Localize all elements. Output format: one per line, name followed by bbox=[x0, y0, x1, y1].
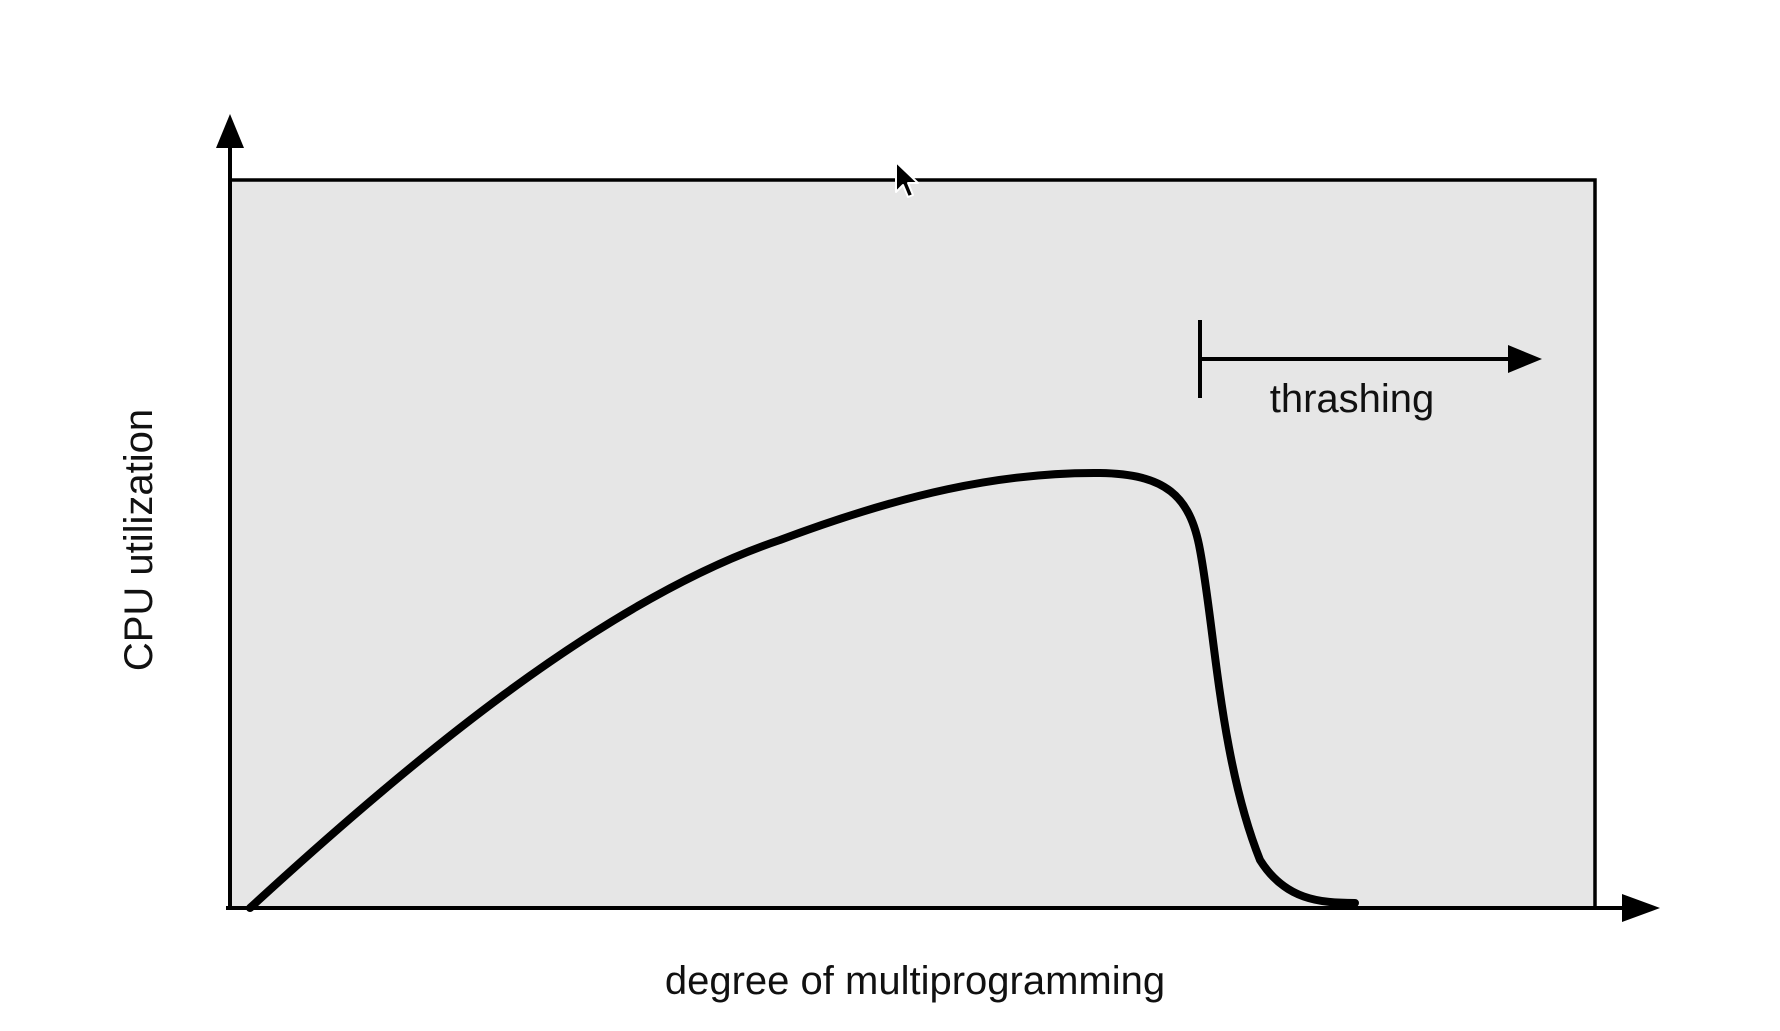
y-axis-label: CPU utilization bbox=[117, 409, 161, 671]
x-axis-label: degree of multiprogramming bbox=[665, 959, 1165, 1003]
y-axis-arrowhead bbox=[216, 114, 244, 148]
mouse-cursor-icon bbox=[895, 161, 919, 198]
thrashing-label: thrashing bbox=[1270, 377, 1435, 421]
x-axis-arrowhead bbox=[1622, 894, 1660, 922]
cpu-utilization-curve bbox=[246, 468, 1359, 912]
plot-area bbox=[228, 178, 1597, 910]
thrashing-arrowhead bbox=[1508, 345, 1542, 373]
